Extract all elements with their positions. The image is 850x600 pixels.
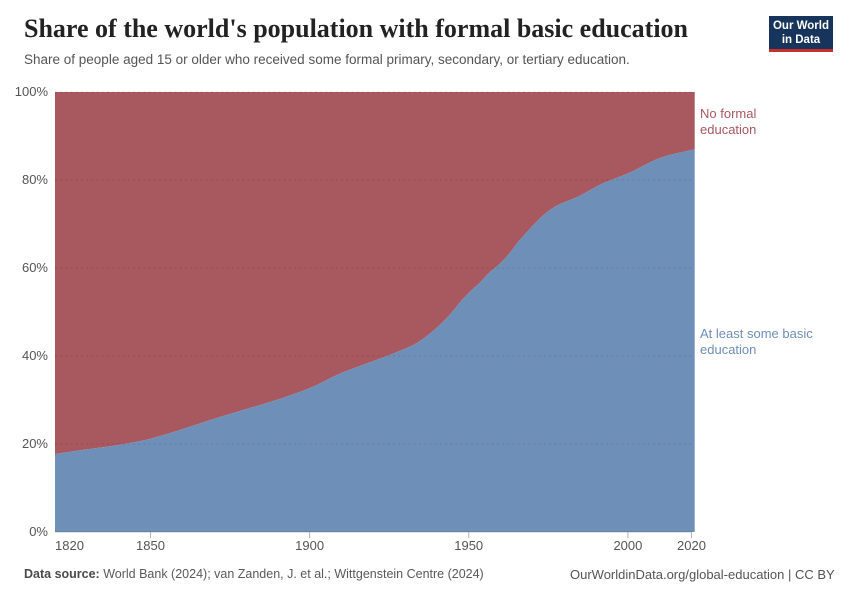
svg-text:40%: 40% xyxy=(22,348,48,363)
svg-text:2020: 2020 xyxy=(677,538,706,553)
svg-text:1950: 1950 xyxy=(454,538,483,553)
svg-text:0%: 0% xyxy=(29,524,48,539)
svg-text:education: education xyxy=(700,122,756,137)
svg-text:1850: 1850 xyxy=(136,538,165,553)
svg-text:education: education xyxy=(700,342,756,357)
svg-text:80%: 80% xyxy=(22,172,48,187)
svg-text:No formal: No formal xyxy=(700,106,756,121)
svg-text:1820: 1820 xyxy=(55,538,84,553)
svg-text:20%: 20% xyxy=(22,436,48,451)
svg-text:60%: 60% xyxy=(22,260,48,275)
svg-text:100%: 100% xyxy=(15,84,49,99)
svg-text:1900: 1900 xyxy=(295,538,324,553)
svg-text:At least some basic: At least some basic xyxy=(700,326,813,341)
svg-text:2000: 2000 xyxy=(613,538,642,553)
